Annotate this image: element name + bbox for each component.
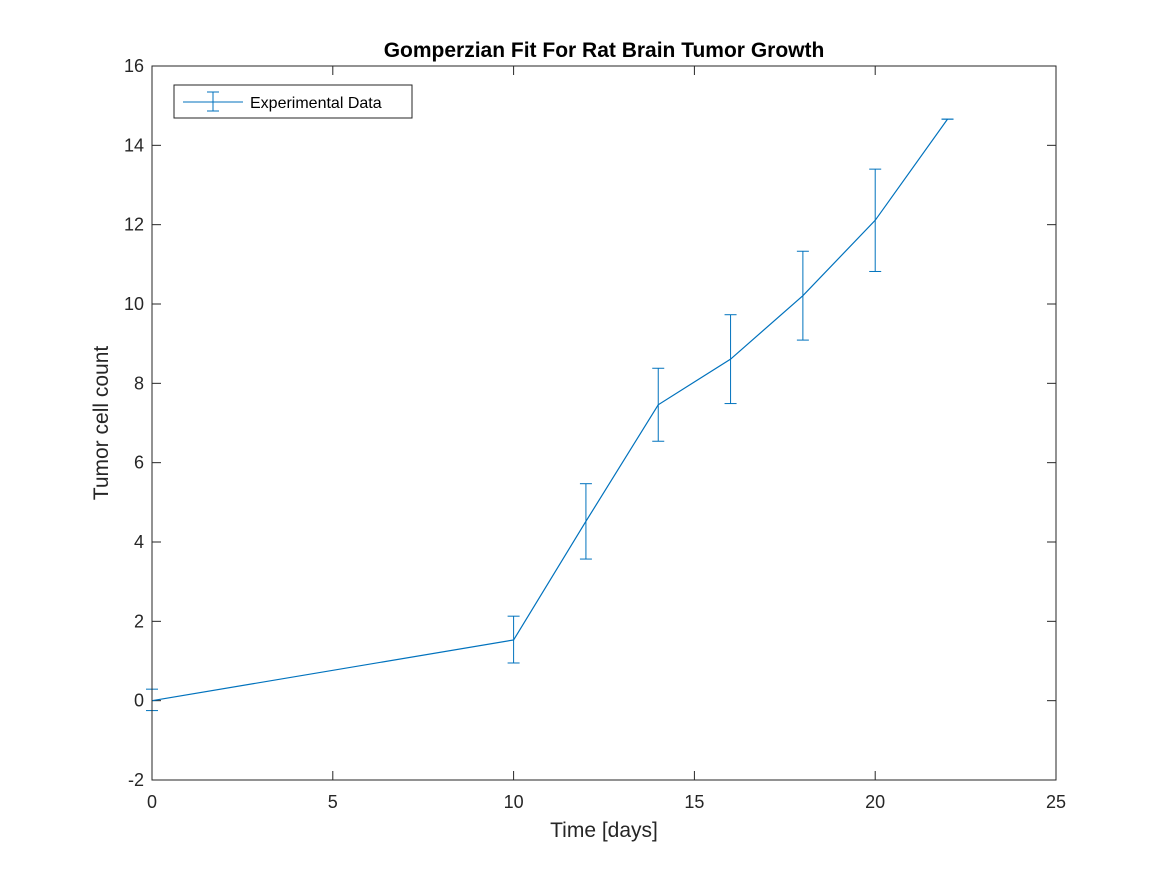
y-tick-label: 6	[134, 453, 144, 473]
y-axis-label: Tumor cell count	[90, 346, 113, 501]
y-tick-label: 16	[124, 56, 144, 76]
legend-label: Experimental Data	[250, 95, 382, 112]
x-tick-label: 10	[504, 792, 524, 812]
series-line	[151, 118, 949, 702]
x-tick-label: 5	[328, 792, 338, 812]
y-tick-label: 12	[124, 215, 144, 235]
x-tick-label: 20	[865, 792, 885, 812]
series-layer	[146, 118, 954, 712]
y-tick-label: 2	[134, 611, 144, 631]
plot-box	[151, 65, 1057, 781]
y-tick-label: 4	[134, 532, 144, 552]
y-tick-label: 10	[124, 294, 144, 314]
y-tick-label: 8	[134, 373, 144, 393]
chart-title: Gomperzian Fit For Rat Brain Tumor Growt…	[384, 39, 825, 62]
y-tick-label: 0	[134, 691, 144, 711]
legend: Experimental Data	[173, 84, 413, 119]
plot-area	[152, 66, 1056, 780]
y-tick-label: 14	[124, 135, 144, 155]
y-tick-label: -2	[128, 770, 144, 790]
x-axis-label: Time [days]	[550, 819, 658, 842]
x-tick-label: 15	[684, 792, 704, 812]
x-tick-label: 0	[147, 792, 157, 812]
x-tick-label: 25	[1046, 792, 1066, 812]
